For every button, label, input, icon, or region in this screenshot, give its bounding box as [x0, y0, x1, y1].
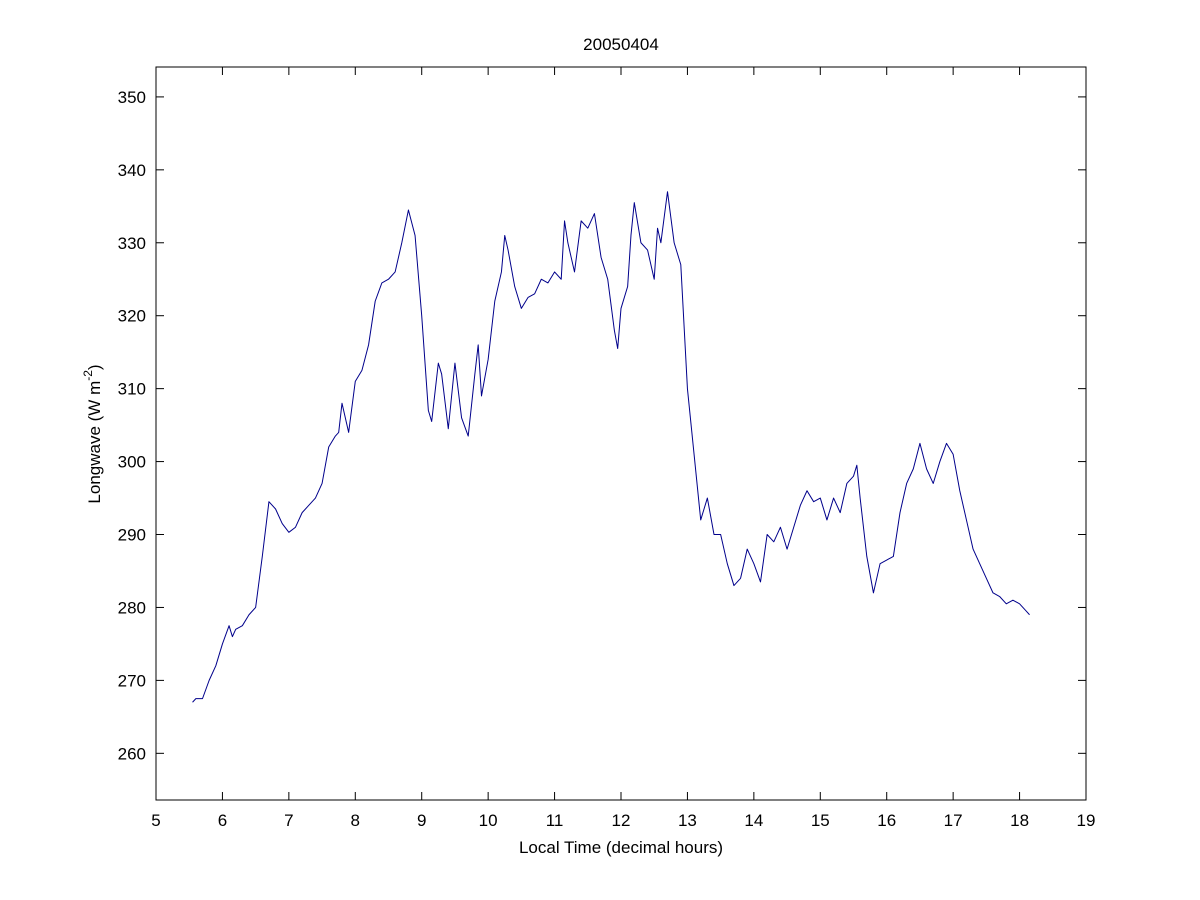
y-tick-label: 320	[118, 307, 146, 326]
y-axis-label-sup: -2	[81, 370, 95, 381]
y-tick-label: 290	[118, 526, 146, 545]
y-tick-label: 340	[118, 161, 146, 180]
y-tick-label: 300	[118, 453, 146, 472]
y-tick-label: 330	[118, 234, 146, 253]
data-line	[192, 191, 1030, 703]
x-tick-label: 16	[877, 811, 896, 830]
y-tick-label: 310	[118, 380, 146, 399]
x-tick-label: 8	[351, 811, 360, 830]
y-axis-label-end: )	[85, 364, 104, 370]
x-tick-label: 6	[218, 811, 227, 830]
x-tick-label: 19	[1077, 811, 1096, 830]
y-tick-label: 260	[118, 744, 146, 763]
x-axis-label: Local Time (decimal hours)	[519, 838, 723, 857]
chart-title: 20050404	[583, 35, 659, 54]
x-tick-label: 11	[546, 811, 564, 830]
y-tick-label: 270	[118, 671, 146, 690]
y-tick-label: 280	[118, 598, 146, 617]
x-tick-label: 17	[944, 811, 963, 830]
y-tick-label: 350	[118, 88, 146, 107]
x-tick-label: 18	[1010, 811, 1029, 830]
x-tick-label: 5	[151, 811, 160, 830]
y-axis-label: Longwave (W m-2)	[81, 364, 104, 503]
y-axis-label-text: Longwave (W m	[85, 381, 104, 504]
x-tick-label: 9	[417, 811, 426, 830]
x-tick-label: 14	[744, 811, 763, 830]
x-tick-label: 12	[612, 811, 631, 830]
x-tick-label: 13	[678, 811, 697, 830]
x-tick-label: 7	[284, 811, 293, 830]
x-tick-label: 10	[479, 811, 498, 830]
plot-frame	[155, 66, 1087, 801]
x-tick-label: 15	[811, 811, 830, 830]
